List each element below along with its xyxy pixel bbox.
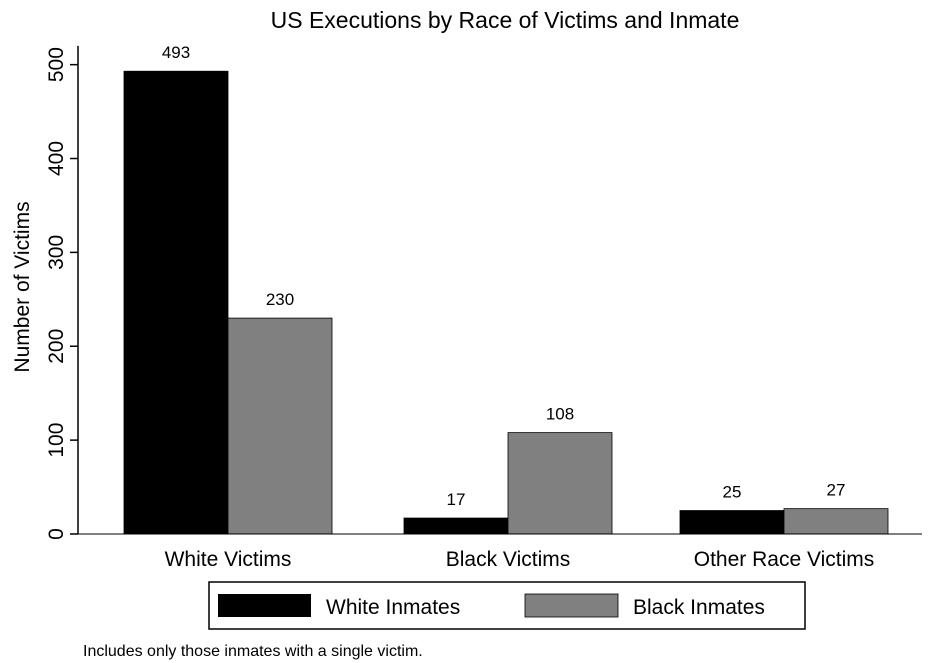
legend: White Inmates Black Inmates — [208, 581, 806, 630]
y-tick-label: 300 — [45, 235, 68, 270]
x-tick-label: Other Race Victims — [694, 548, 875, 571]
bar-value-labels: 493 230 17 108 25 27 — [162, 43, 846, 509]
x-tick-label: White Victims — [165, 548, 292, 571]
bars — [123, 70, 889, 535]
y-tick-label: 0 — [45, 528, 68, 540]
bar — [507, 432, 613, 535]
y-axis-label: Number of Victims — [11, 201, 34, 372]
legend-frame — [208, 581, 806, 630]
bar — [403, 517, 509, 535]
y-tick-label: 400 — [45, 141, 68, 176]
y-tick-label: 100 — [45, 423, 68, 458]
y-tick-label: 500 — [45, 47, 68, 82]
bar-value-label: 230 — [266, 290, 294, 309]
chart-title: US Executions by Race of Victims and Inm… — [271, 7, 740, 33]
bar-value-label: 27 — [827, 481, 846, 500]
legend-swatch-white-inmates — [218, 594, 311, 617]
bar — [123, 70, 229, 535]
bar — [783, 508, 889, 535]
bar — [679, 510, 785, 535]
y-axis: 0 100 200 300 400 500 — [45, 45, 79, 540]
bar-value-label: 493 — [162, 43, 190, 62]
bar-value-label: 17 — [447, 490, 466, 509]
x-tick-label: Black Victims — [446, 548, 570, 571]
legend-swatch-black-inmates — [524, 593, 619, 618]
legend-label-white-inmates: White Inmates — [326, 596, 460, 619]
x-axis: White Victims Black Victims Other Race Vic… — [78, 533, 922, 571]
legend-label-black-inmates: Black Inmates — [633, 596, 765, 619]
bar-value-label: 108 — [546, 405, 574, 424]
y-tick-label: 200 — [45, 329, 68, 364]
chart-note: Includes only those inmates with a singl… — [83, 643, 423, 660]
bar — [227, 317, 333, 535]
bar-value-label: 25 — [723, 483, 742, 502]
